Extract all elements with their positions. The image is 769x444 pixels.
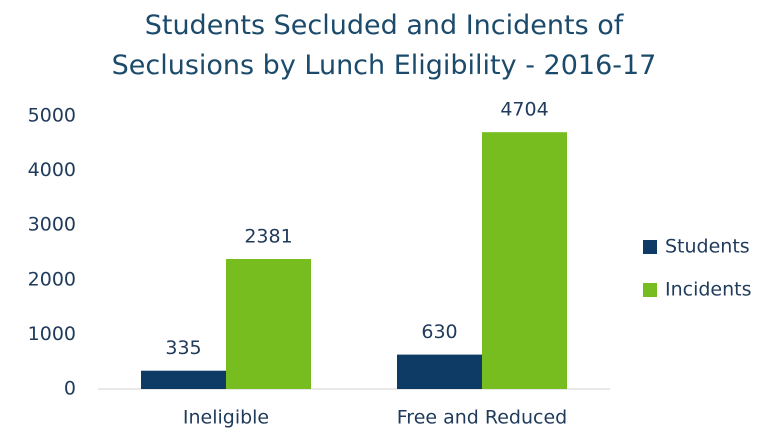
y-tick-label: 3000 — [28, 214, 76, 236]
bar — [141, 370, 226, 389]
x-tick-label: Free and Reduced — [397, 407, 567, 429]
y-tick-label: 1000 — [28, 323, 76, 345]
value-label: 335 — [165, 337, 201, 359]
legend-swatch — [643, 283, 657, 297]
bar — [226, 258, 311, 389]
value-label: 4704 — [500, 99, 548, 121]
y-tick-label: 0 — [64, 378, 76, 400]
bar — [397, 354, 482, 389]
bar — [482, 132, 567, 389]
legend-label: Incidents — [665, 279, 752, 301]
value-label: 2381 — [244, 225, 292, 247]
y-tick-label: 2000 — [28, 268, 76, 290]
chart-title: Students Secluded and Incidents of Seclu… — [111, 10, 657, 81]
legend-label: Students — [665, 236, 750, 258]
legend-swatch — [643, 240, 657, 254]
x-tick-label: Ineligible — [183, 407, 269, 429]
value-label: 630 — [421, 321, 457, 343]
y-tick-label: 4000 — [28, 159, 76, 181]
y-tick-label: 5000 — [28, 105, 76, 127]
